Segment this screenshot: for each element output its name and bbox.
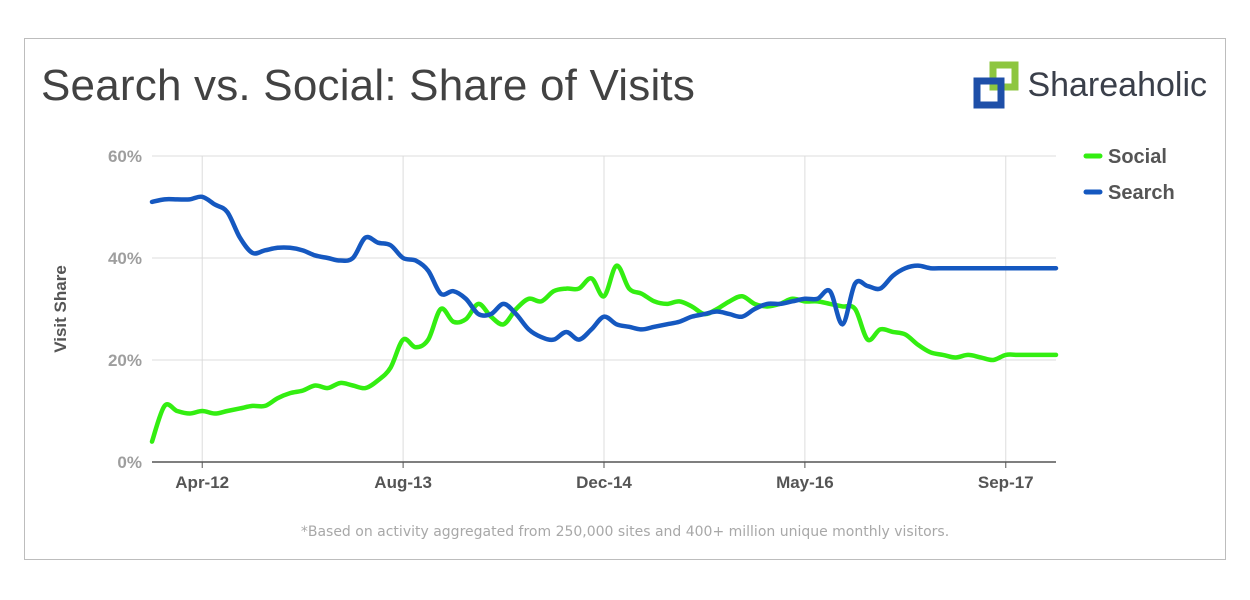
series-line-social (149, 263, 1059, 444)
x-tick-label: Sep-17 (978, 473, 1034, 492)
footnote: *Based on activity aggregated from 250,0… (300, 524, 950, 540)
y-axis-label: Visit Share (51, 265, 70, 353)
legend-label-search: Search (1108, 182, 1175, 204)
y-tick-label: 40% (108, 249, 142, 268)
x-tick-label: Aug-13 (374, 473, 432, 492)
page-title: Search vs. Social: Share of Visits (41, 61, 696, 110)
y-tick-label: 0% (117, 453, 142, 472)
y-tick-label: 60% (108, 147, 142, 166)
x-tick-label: Dec-14 (576, 473, 632, 492)
legend-label-social: Social (1108, 146, 1167, 168)
brand-name: Shareaholic (1027, 65, 1207, 104)
shareaholic-logo-icon (971, 61, 1021, 109)
x-tick-label: Apr-12 (175, 473, 229, 492)
x-tick-label: May-16 (776, 473, 834, 492)
brand-logo-group: Shareaholic (971, 61, 1207, 109)
series-line-search (149, 194, 1059, 343)
y-tick-label: 20% (108, 351, 142, 370)
chart-frame: Search vs. Social: Share of Visits Share… (24, 38, 1226, 560)
